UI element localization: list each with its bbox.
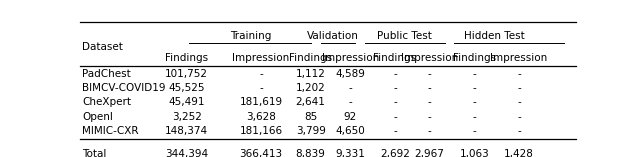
Text: 1,428: 1,428 <box>504 149 534 157</box>
Text: Findings: Findings <box>165 53 208 62</box>
Text: 92: 92 <box>344 112 357 122</box>
Text: -: - <box>428 83 431 93</box>
Text: 1,112: 1,112 <box>296 69 326 79</box>
Text: PadChest: PadChest <box>83 69 131 79</box>
Text: -: - <box>472 83 476 93</box>
Text: -: - <box>428 112 431 122</box>
Text: Total: Total <box>83 149 107 157</box>
Text: -: - <box>472 69 476 79</box>
Text: 1,063: 1,063 <box>460 149 489 157</box>
Text: 8,839: 8,839 <box>296 149 326 157</box>
Text: -: - <box>259 83 263 93</box>
Text: 344,394: 344,394 <box>165 149 208 157</box>
Text: 85: 85 <box>304 112 317 122</box>
Text: 3,628: 3,628 <box>246 112 276 122</box>
Text: -: - <box>393 126 397 136</box>
Text: 2,641: 2,641 <box>296 97 326 107</box>
Text: Impression: Impression <box>490 53 548 62</box>
Text: -: - <box>472 112 476 122</box>
Text: -: - <box>517 83 521 93</box>
Text: Hidden Test: Hidden Test <box>464 31 525 41</box>
Text: 1,202: 1,202 <box>296 83 326 93</box>
Text: -: - <box>348 83 352 93</box>
Text: 4,650: 4,650 <box>335 126 365 136</box>
Text: Training: Training <box>230 31 272 41</box>
Text: Impression: Impression <box>232 53 290 62</box>
Text: 2,692: 2,692 <box>380 149 410 157</box>
Text: -: - <box>517 97 521 107</box>
Text: 181,166: 181,166 <box>239 126 283 136</box>
Text: -: - <box>517 126 521 136</box>
Text: Findings: Findings <box>452 53 496 62</box>
Text: -: - <box>428 126 431 136</box>
Text: 4,589: 4,589 <box>335 69 365 79</box>
Text: Findings: Findings <box>289 53 332 62</box>
Text: 366,413: 366,413 <box>239 149 283 157</box>
Text: -: - <box>517 112 521 122</box>
Text: Impression: Impression <box>322 53 379 62</box>
Text: -: - <box>472 97 476 107</box>
Text: Validation: Validation <box>307 31 359 41</box>
Text: 101,752: 101,752 <box>165 69 208 79</box>
Text: -: - <box>393 83 397 93</box>
Text: 3,799: 3,799 <box>296 126 326 136</box>
Text: -: - <box>393 69 397 79</box>
Text: -: - <box>393 97 397 107</box>
Text: BIMCV-COVID19: BIMCV-COVID19 <box>83 83 166 93</box>
Text: Findings: Findings <box>373 53 417 62</box>
Text: CheXpert: CheXpert <box>83 97 131 107</box>
Text: Public Test: Public Test <box>378 31 432 41</box>
Text: -: - <box>393 112 397 122</box>
Text: -: - <box>428 69 431 79</box>
Text: Dataset: Dataset <box>83 42 124 52</box>
Text: 148,374: 148,374 <box>165 126 208 136</box>
Text: -: - <box>517 69 521 79</box>
Text: 181,619: 181,619 <box>239 97 283 107</box>
Text: MIMIC-CXR: MIMIC-CXR <box>83 126 139 136</box>
Text: 2,967: 2,967 <box>415 149 445 157</box>
Text: 45,525: 45,525 <box>168 83 205 93</box>
Text: -: - <box>348 97 352 107</box>
Text: Impression: Impression <box>401 53 458 62</box>
Text: -: - <box>472 126 476 136</box>
Text: 45,491: 45,491 <box>168 97 205 107</box>
Text: 9,331: 9,331 <box>335 149 365 157</box>
Text: OpenI: OpenI <box>83 112 113 122</box>
Text: -: - <box>428 97 431 107</box>
Text: -: - <box>259 69 263 79</box>
Text: 3,252: 3,252 <box>172 112 202 122</box>
